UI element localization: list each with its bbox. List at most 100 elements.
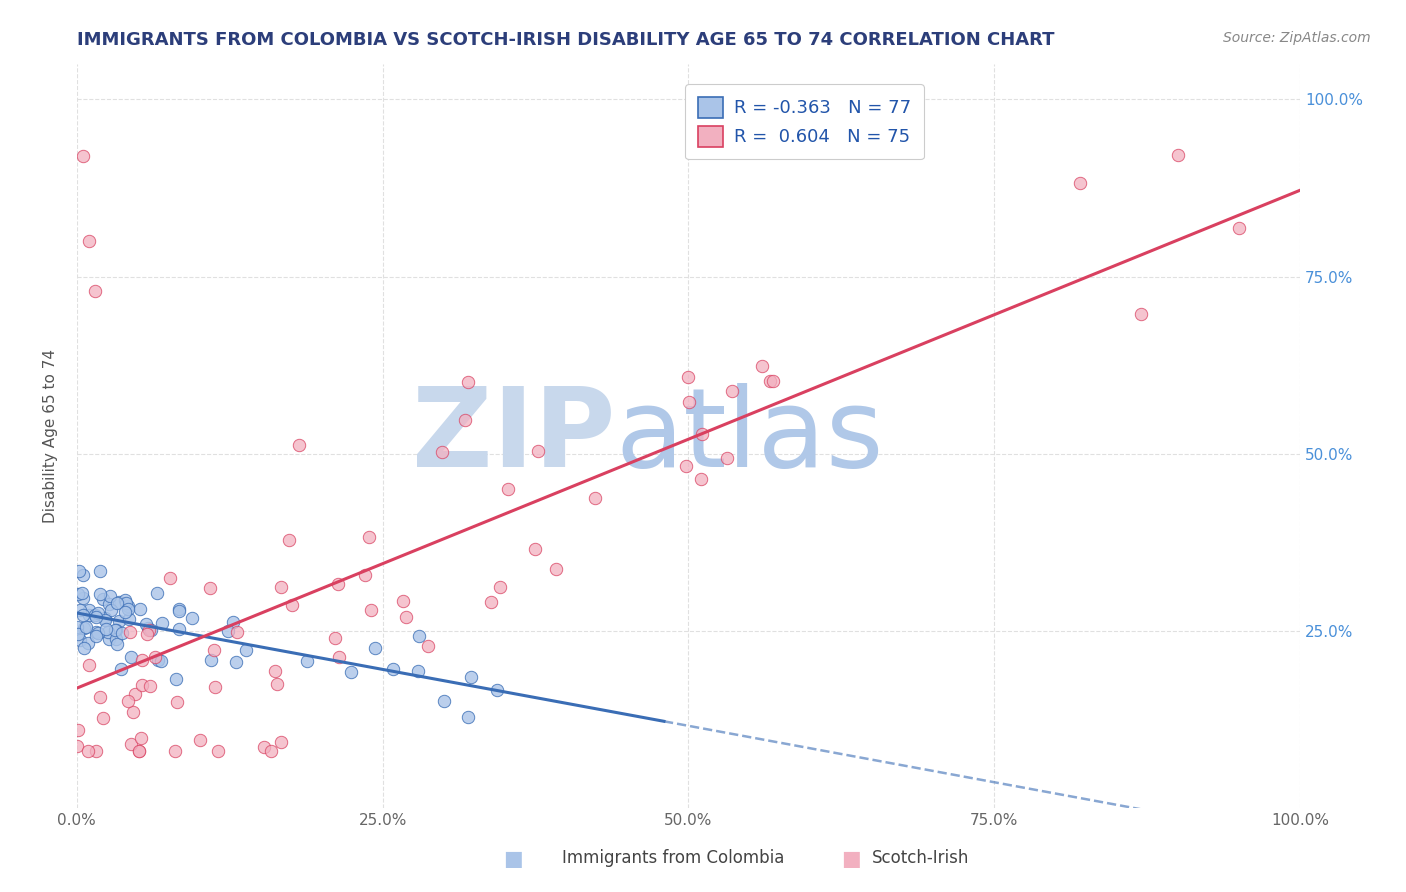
Point [98,589,121,603]
Point [97,624,120,639]
Point [222,615,245,629]
Point [104,632,127,647]
Point [76,636,98,650]
Point [163,744,186,758]
Point [120,624,142,639]
Point [270,735,292,749]
Point [77,603,100,617]
Point [73,640,96,655]
Point [98,632,121,646]
Point [253,739,276,754]
Point [218,624,240,639]
Text: atlas: atlas [614,383,883,490]
Point [69,632,91,647]
Point [433,694,456,708]
Point [226,625,249,640]
Point [138,621,160,635]
Point [72,149,94,163]
Point [496,483,519,497]
Point [751,359,773,373]
Point [266,676,288,690]
Point [526,443,548,458]
Point [89,690,111,704]
Point [117,599,139,614]
Point [339,665,361,679]
Point [1069,176,1091,190]
Point [72,607,94,622]
Point [128,744,150,758]
Point [295,654,318,668]
Point [135,617,157,632]
Point [91,592,114,607]
Point [131,653,153,667]
Point [416,639,439,653]
Point [1227,220,1250,235]
Point [114,592,136,607]
Point [98,598,121,612]
Point [260,744,283,758]
Point [167,602,190,616]
Point [395,610,418,624]
Point [105,596,128,610]
Point [180,611,202,625]
Point [479,595,502,609]
Point [117,694,139,708]
Point [77,234,100,248]
Point [146,586,169,600]
Text: Scotch-Irish: Scotch-Irish [872,849,969,867]
Point [66,739,89,753]
Text: Immigrants from Colombia: Immigrants from Colombia [562,849,785,867]
Point [138,624,160,638]
Point [457,375,479,389]
Point [353,567,375,582]
Point [202,643,225,657]
Point [75,620,97,634]
Point [114,605,136,619]
Point [67,564,90,578]
Point [93,613,115,627]
Point [105,624,128,638]
Point [759,374,782,388]
Point [325,631,347,645]
Point [408,629,430,643]
Point [143,650,166,665]
Point [72,591,94,605]
Point [225,655,247,669]
Point [287,438,309,452]
Point [150,615,173,630]
Point [110,661,132,675]
Point [77,607,100,622]
Point [583,491,606,506]
Point [188,732,211,747]
Point [363,641,385,656]
Point [100,603,122,617]
Point [66,627,89,641]
Point [166,695,188,709]
Point [89,587,111,601]
Point [406,664,429,678]
Point [159,571,181,585]
Point [104,623,127,637]
Point [485,682,508,697]
Y-axis label: Disability Age 65 to 74: Disability Age 65 to 74 [44,349,58,523]
Point [762,375,785,389]
Point [94,622,117,636]
Text: ■: ■ [503,849,523,869]
Point [66,587,89,601]
Point [280,599,302,613]
Point [86,606,108,620]
Point [121,705,143,719]
Point [454,413,477,427]
Point [128,744,150,758]
Point [128,602,150,616]
Point [115,596,138,610]
Point [73,621,96,635]
Point [89,564,111,578]
Point [264,665,287,679]
Point [91,711,114,725]
Point [77,657,100,672]
Point [544,562,567,576]
Point [150,654,173,668]
Point [328,650,350,665]
Point [111,626,134,640]
